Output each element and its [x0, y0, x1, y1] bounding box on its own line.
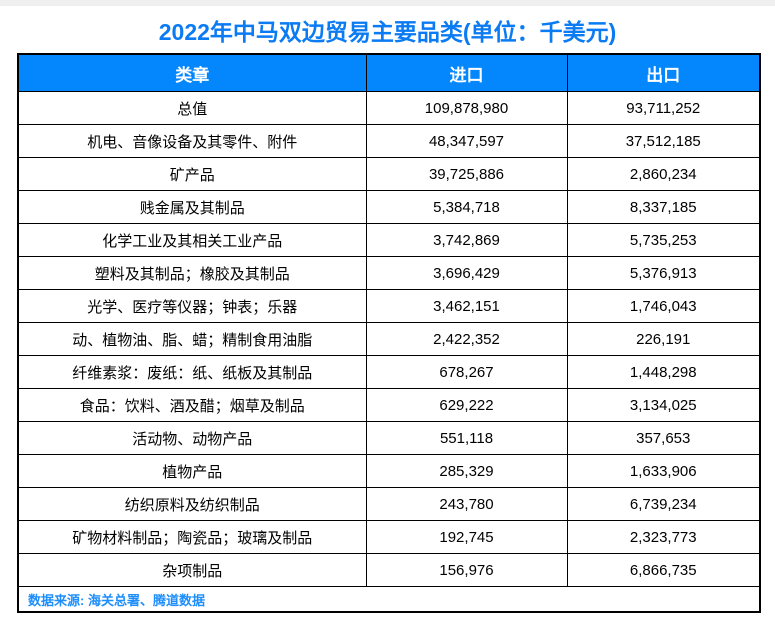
export-value-cell: 93,711,252 [566, 91, 761, 125]
export-value-cell: 5,735,253 [566, 223, 761, 257]
header-export: 出口 [566, 53, 761, 92]
import-value-cell: 629,222 [365, 388, 568, 422]
import-value-cell: 48,347,597 [365, 124, 568, 158]
top-border-strip [0, 0, 775, 6]
import-value-cell: 3,696,429 [365, 256, 568, 290]
category-cell: 纺织原料及纺织制品 [17, 487, 367, 521]
table-row: 矿产品 39,725,886 2,860,234 [17, 157, 761, 191]
table-row: 矿物材料制品；陶瓷品；玻璃及制品 192,745 2,323,773 [17, 520, 761, 554]
export-value-cell: 3,134,025 [566, 388, 761, 422]
table-row: 动、植物油、脂、蜡；精制食用油脂 2,422,352 226,191 [17, 322, 761, 356]
header-row: 类章 进口 出口 [17, 53, 761, 92]
table-header: 类章 进口 出口 [17, 53, 761, 92]
table-row: 机电、音像设备及其零件、附件 48,347,597 37,512,185 [17, 124, 761, 158]
category-cell: 食品：饮料、酒及醋；烟草及制品 [17, 388, 367, 422]
data-source-note: 数据来源: 海关总署、腾道数据 [17, 586, 761, 613]
export-value-cell: 1,746,043 [566, 289, 761, 323]
export-value-cell: 2,323,773 [566, 520, 761, 554]
import-value-cell: 3,742,869 [365, 223, 568, 257]
export-value-cell: 37,512,185 [566, 124, 761, 158]
export-value-cell: 357,653 [566, 421, 761, 455]
export-value-cell: 6,866,735 [566, 553, 761, 587]
trade-table: 类章 进口 出口 总值 109,878,980 93,711,252 机电、音像设备及… [17, 53, 761, 613]
table-row: 植物产品 285,329 1,633,906 [17, 454, 761, 488]
category-cell: 动、植物油、脂、蜡；精制食用油脂 [17, 322, 367, 356]
table-row: 光学、医疗等仪器；钟表；乐器 3,462,151 1,746,043 [17, 289, 761, 323]
table-row: 食品：饮料、酒及醋；烟草及制品 629,222 3,134,025 [17, 388, 761, 422]
table-row: 纤维素浆：废纸：纸、纸板及其制品 678,267 1,448,298 [17, 355, 761, 389]
export-value-cell: 1,448,298 [566, 355, 761, 389]
export-value-cell: 8,337,185 [566, 190, 761, 224]
import-value-cell: 2,422,352 [365, 322, 568, 356]
category-cell: 光学、医疗等仪器；钟表；乐器 [17, 289, 367, 323]
table-footer: 数据来源: 海关总署、腾道数据 [17, 586, 761, 613]
import-value-cell: 551,118 [365, 421, 568, 455]
category-cell: 植物产品 [17, 454, 367, 488]
table-row: 活动物、动物产品 551,118 357,653 [17, 421, 761, 455]
category-cell: 矿产品 [17, 157, 367, 191]
category-cell: 贱金属及其制品 [17, 190, 367, 224]
import-value-cell: 109,878,980 [365, 91, 568, 125]
export-value-cell: 2,860,234 [566, 157, 761, 191]
export-value-cell: 1,633,906 [566, 454, 761, 488]
category-cell: 杂项制品 [17, 553, 367, 587]
category-cell: 总值 [17, 91, 367, 125]
category-cell: 机电、音像设备及其零件、附件 [17, 124, 367, 158]
import-value-cell: 678,267 [365, 355, 568, 389]
category-cell: 矿物材料制品；陶瓷品；玻璃及制品 [17, 520, 367, 554]
import-value-cell: 39,725,886 [365, 157, 568, 191]
source-row: 数据来源: 海关总署、腾道数据 [17, 586, 761, 613]
header-import: 进口 [365, 53, 568, 92]
import-value-cell: 3,462,151 [365, 289, 568, 323]
table-row: 贱金属及其制品 5,384,718 8,337,185 [17, 190, 761, 224]
category-cell: 活动物、动物产品 [17, 421, 367, 455]
page-title: 2022年中马双边贸易主要品类(单位：千美元) [158, 19, 617, 45]
export-value-cell: 5,376,913 [566, 256, 761, 290]
export-value-cell: 6,739,234 [566, 487, 761, 521]
table-row: 化学工业及其相关工业产品 3,742,869 5,735,253 [17, 223, 761, 257]
table-row: 总值 109,878,980 93,711,252 [17, 91, 761, 125]
table-row: 杂项制品 156,976 6,866,735 [17, 553, 761, 587]
table-body: 总值 109,878,980 93,711,252 机电、音像设备及其零件、附件 48,… [17, 91, 761, 587]
import-value-cell: 192,745 [365, 520, 568, 554]
import-value-cell: 5,384,718 [365, 190, 568, 224]
import-value-cell: 156,976 [365, 553, 568, 587]
category-cell: 化学工业及其相关工业产品 [17, 223, 367, 257]
export-value-cell: 226,191 [566, 322, 761, 356]
category-cell: 塑料及其制品；橡胶及其制品 [17, 256, 367, 290]
import-value-cell: 243,780 [365, 487, 568, 521]
import-value-cell: 285,329 [365, 454, 568, 488]
table-row: 塑料及其制品；橡胶及其制品 3,696,429 5,376,913 [17, 256, 761, 290]
header-category: 类章 [17, 53, 367, 92]
table-row: 纺织原料及纺织制品 243,780 6,739,234 [17, 487, 761, 521]
category-cell: 纤维素浆：废纸：纸、纸板及其制品 [17, 355, 367, 389]
